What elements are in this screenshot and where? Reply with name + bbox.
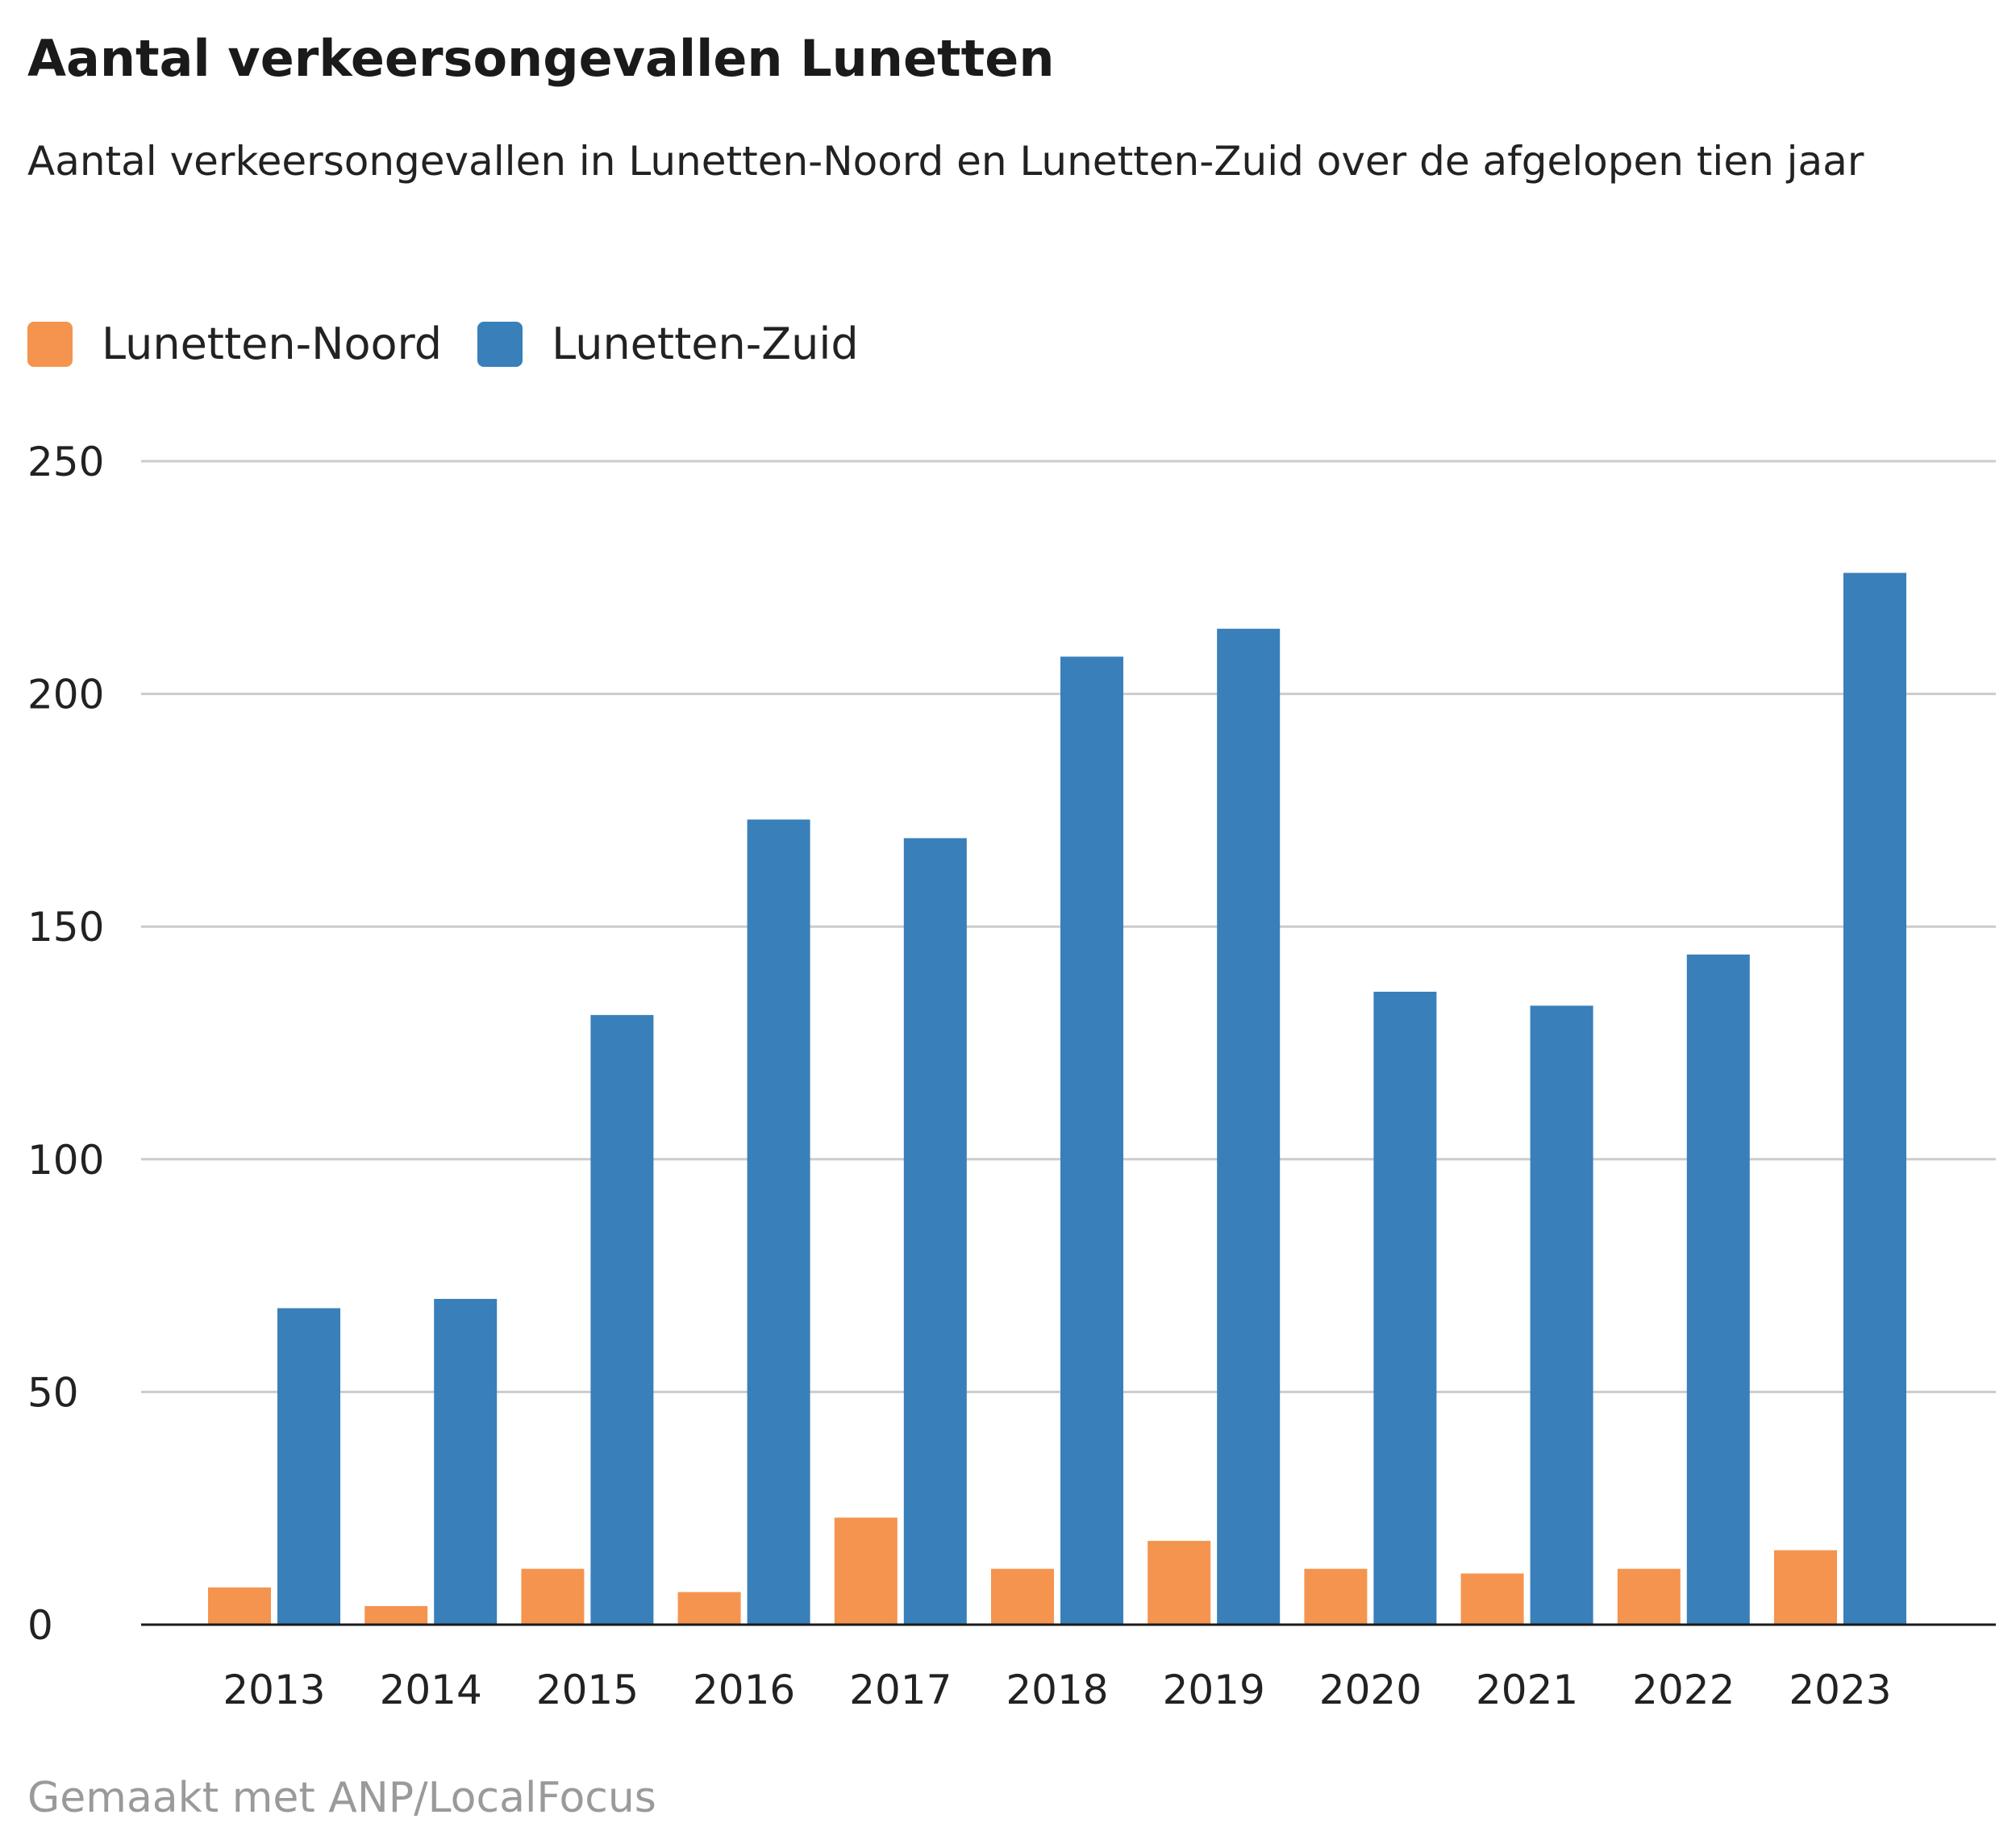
bar-lunetten-zuid-2017 bbox=[903, 838, 967, 1625]
bar-lunetten-noord-2015 bbox=[521, 1568, 585, 1625]
x-tick-label-2021: 2021 bbox=[1476, 1667, 1578, 1713]
y-tick-label: 50 bbox=[27, 1369, 79, 1416]
bar-lunetten-zuid-2013 bbox=[277, 1308, 340, 1625]
y-axis-ticks: 0 50 100 150 200 250 bbox=[27, 439, 104, 1649]
bar-lunetten-noord-2022 bbox=[1617, 1568, 1681, 1625]
x-tick-label-2014: 2014 bbox=[380, 1667, 482, 1713]
x-tick-label-2018: 2018 bbox=[1006, 1667, 1108, 1713]
bar-lunetten-zuid-2015 bbox=[590, 1014, 654, 1625]
footer-credit: Gemaakt met ANP/LocalFocus bbox=[27, 1774, 656, 1822]
y-tick-label: 150 bbox=[27, 904, 104, 951]
bar-lunetten-zuid-2014 bbox=[434, 1298, 498, 1625]
bar-lunetten-zuid-2021 bbox=[1530, 1005, 1593, 1625]
legend-swatch-lunetten-zuid bbox=[477, 321, 523, 367]
bar-lunetten-noord-2017 bbox=[834, 1517, 898, 1625]
chart-title: Aantal verkeersongevallen Lunetten bbox=[27, 29, 1055, 88]
chart-subtitle: Aantal verkeersongevallen in Lunetten-No… bbox=[27, 138, 1864, 185]
legend-label-lunetten-noord: Lunetten-Noord bbox=[102, 318, 443, 369]
x-tick-label-2013: 2013 bbox=[223, 1667, 325, 1713]
x-tick-label-2017: 2017 bbox=[849, 1667, 952, 1713]
x-tick-label-2023: 2023 bbox=[1789, 1667, 1891, 1713]
y-tick-label: 100 bbox=[27, 1137, 104, 1184]
bar-lunetten-noord-2016 bbox=[677, 1592, 741, 1625]
bar-lunetten-zuid-2016 bbox=[747, 819, 810, 1625]
x-axis-ticks: 2013 2014 2015 2016 2017 2018 2019 2020 2021 2022… bbox=[223, 1667, 1891, 1713]
bar-lunetten-zuid-2020 bbox=[1373, 992, 1437, 1625]
bar-lunetten-noord-2020 bbox=[1304, 1568, 1368, 1625]
x-tick-label-2020: 2020 bbox=[1319, 1667, 1422, 1713]
bars bbox=[208, 572, 1906, 1625]
bar-lunetten-noord-2013 bbox=[208, 1587, 271, 1625]
y-tick-label: 250 bbox=[27, 439, 104, 485]
bar-lunetten-noord-2021 bbox=[1460, 1573, 1524, 1625]
legend-label-lunetten-zuid: Lunetten-Zuid bbox=[552, 318, 859, 369]
legend-swatch-lunetten-noord bbox=[27, 321, 73, 367]
bar-lunetten-zuid-2018 bbox=[1060, 656, 1123, 1625]
bar-lunetten-zuid-2022 bbox=[1686, 954, 1750, 1625]
x-tick-label-2022: 2022 bbox=[1632, 1667, 1735, 1713]
bar-lunetten-zuid-2023 bbox=[1843, 572, 1906, 1625]
bar-lunetten-noord-2023 bbox=[1774, 1550, 1837, 1625]
bar-lunetten-zuid-2019 bbox=[1217, 628, 1281, 1625]
x-tick-label-2015: 2015 bbox=[536, 1667, 639, 1713]
x-tick-label-2019: 2019 bbox=[1163, 1667, 1265, 1713]
bar-lunetten-noord-2018 bbox=[991, 1568, 1054, 1625]
legend-item-lunetten-noord: Lunetten-Noord bbox=[27, 318, 442, 369]
bar-lunetten-noord-2014 bbox=[364, 1605, 428, 1625]
legend: Lunetten-Noord Lunetten-Zuid bbox=[27, 318, 894, 369]
y-tick-label: 0 bbox=[27, 1602, 53, 1649]
y-tick-label: 200 bbox=[27, 672, 104, 718]
legend-item-lunetten-zuid: Lunetten-Zuid bbox=[477, 318, 859, 369]
bar-lunetten-noord-2019 bbox=[1148, 1541, 1211, 1625]
x-tick-label-2016: 2016 bbox=[693, 1667, 795, 1713]
